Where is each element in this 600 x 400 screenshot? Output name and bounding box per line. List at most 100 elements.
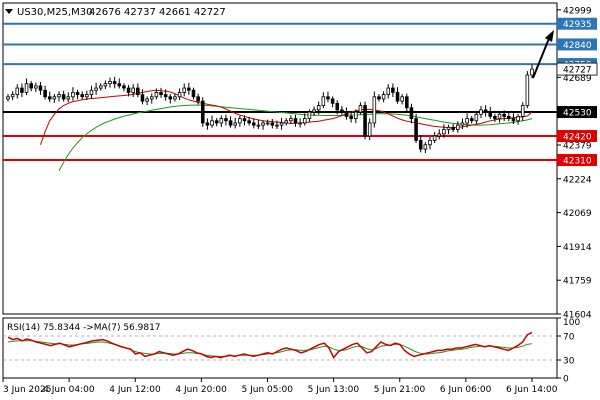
level-label-42420: 42420 <box>563 133 592 143</box>
main-panel <box>2 2 558 315</box>
candle-body <box>131 87 135 93</box>
candle-body <box>265 122 270 125</box>
rsi-axis: 100 70 30 0 <box>557 317 580 385</box>
symbol-info: US30,M25,M30 <box>17 7 92 18</box>
candle-body <box>6 96 10 100</box>
y-tick-label: 41914 <box>563 243 592 253</box>
x-tick-label: 5 Jun 13:00 <box>308 385 360 395</box>
candle-body <box>275 124 279 127</box>
candle-body <box>256 124 261 127</box>
candles <box>6 64 534 154</box>
candle-body <box>98 85 103 89</box>
candle-body <box>154 92 159 98</box>
candle-body <box>391 87 395 93</box>
x-tick-label: 4 Jun 04:00 <box>43 385 95 395</box>
candle-body <box>460 122 465 126</box>
candle-body <box>122 85 126 89</box>
candle-body <box>238 118 242 124</box>
dropdown-triangle-icon[interactable] <box>5 9 13 14</box>
candle-body <box>66 96 71 100</box>
candle-body <box>61 94 66 100</box>
candle-body <box>168 96 173 100</box>
candle-body <box>302 118 307 124</box>
candle-body <box>442 129 446 135</box>
candle-body <box>247 120 251 124</box>
candle-body <box>38 85 43 91</box>
candle-body <box>187 87 191 91</box>
candle-body <box>89 89 94 95</box>
x-tick-label: 6 Jun 14:00 <box>506 385 558 395</box>
candle-body <box>372 96 377 124</box>
candle-body <box>363 105 367 137</box>
candle-body <box>80 94 84 98</box>
level-label-42840: 42840 <box>563 41 592 51</box>
candle-body <box>224 118 228 122</box>
candle-body <box>330 98 335 104</box>
candle-body <box>340 109 344 113</box>
candle-body <box>386 87 391 95</box>
candle-body <box>52 96 57 100</box>
candle-body <box>233 122 238 126</box>
candle-body <box>117 83 122 87</box>
candle-body <box>43 89 47 98</box>
candle-body <box>367 122 372 137</box>
candle-body <box>163 94 168 98</box>
rsi-tick-label: 100 <box>563 318 580 328</box>
candle-body <box>136 87 140 95</box>
candle-body <box>428 139 432 146</box>
candle-body <box>307 111 312 119</box>
level-tag-42935 <box>557 17 597 30</box>
candle-body <box>516 116 520 122</box>
candle-body <box>377 96 381 100</box>
candle-body <box>414 118 418 141</box>
candle-body <box>525 74 530 106</box>
candle-body <box>57 94 61 98</box>
candle-body <box>312 109 316 113</box>
candle-body <box>284 120 289 124</box>
forecast-arrow <box>532 30 554 79</box>
candle-body <box>251 122 256 126</box>
candle-body <box>182 87 186 93</box>
rsi-tick-label: 70 <box>563 333 575 343</box>
candle-body <box>47 96 52 100</box>
candle-body <box>75 92 80 95</box>
candle-body <box>497 113 502 119</box>
candle-body <box>446 126 451 130</box>
candle-body <box>228 120 233 126</box>
candle-body <box>381 94 386 100</box>
candle-body <box>270 122 275 126</box>
x-tick-label: 4 Jun 12:00 <box>109 385 161 395</box>
candle-body <box>145 98 149 102</box>
level-tag-42310 <box>557 154 597 167</box>
candle-body <box>488 111 493 117</box>
candle-body <box>409 107 414 119</box>
candle-body <box>507 116 511 119</box>
candle-body <box>321 96 326 106</box>
candle-body <box>418 139 423 150</box>
candle-body <box>289 118 293 122</box>
candle-body <box>298 122 302 125</box>
candle-body <box>140 94 145 102</box>
candle-body <box>326 96 330 100</box>
current-price-label: 42727 <box>563 66 592 76</box>
candle-body <box>437 133 442 137</box>
rsi-panel <box>2 317 558 379</box>
candle-body <box>502 113 506 117</box>
rsi-tick-label: 0 <box>563 375 569 385</box>
candle-body <box>15 87 20 95</box>
candle-body <box>210 120 214 126</box>
candle-body <box>177 92 182 98</box>
y-tick-label: 42379 <box>563 141 592 151</box>
level-tag-42420 <box>557 130 597 143</box>
candle-body <box>24 83 29 93</box>
candle-body <box>103 83 108 87</box>
y-tick-label: 41759 <box>563 277 592 287</box>
rsi-series <box>3 331 557 361</box>
current-price-tag <box>556 62 598 76</box>
candle-body <box>29 83 33 89</box>
candle-body <box>483 109 488 113</box>
level-label-42935: 42935 <box>563 20 592 30</box>
candle-body <box>469 118 474 122</box>
